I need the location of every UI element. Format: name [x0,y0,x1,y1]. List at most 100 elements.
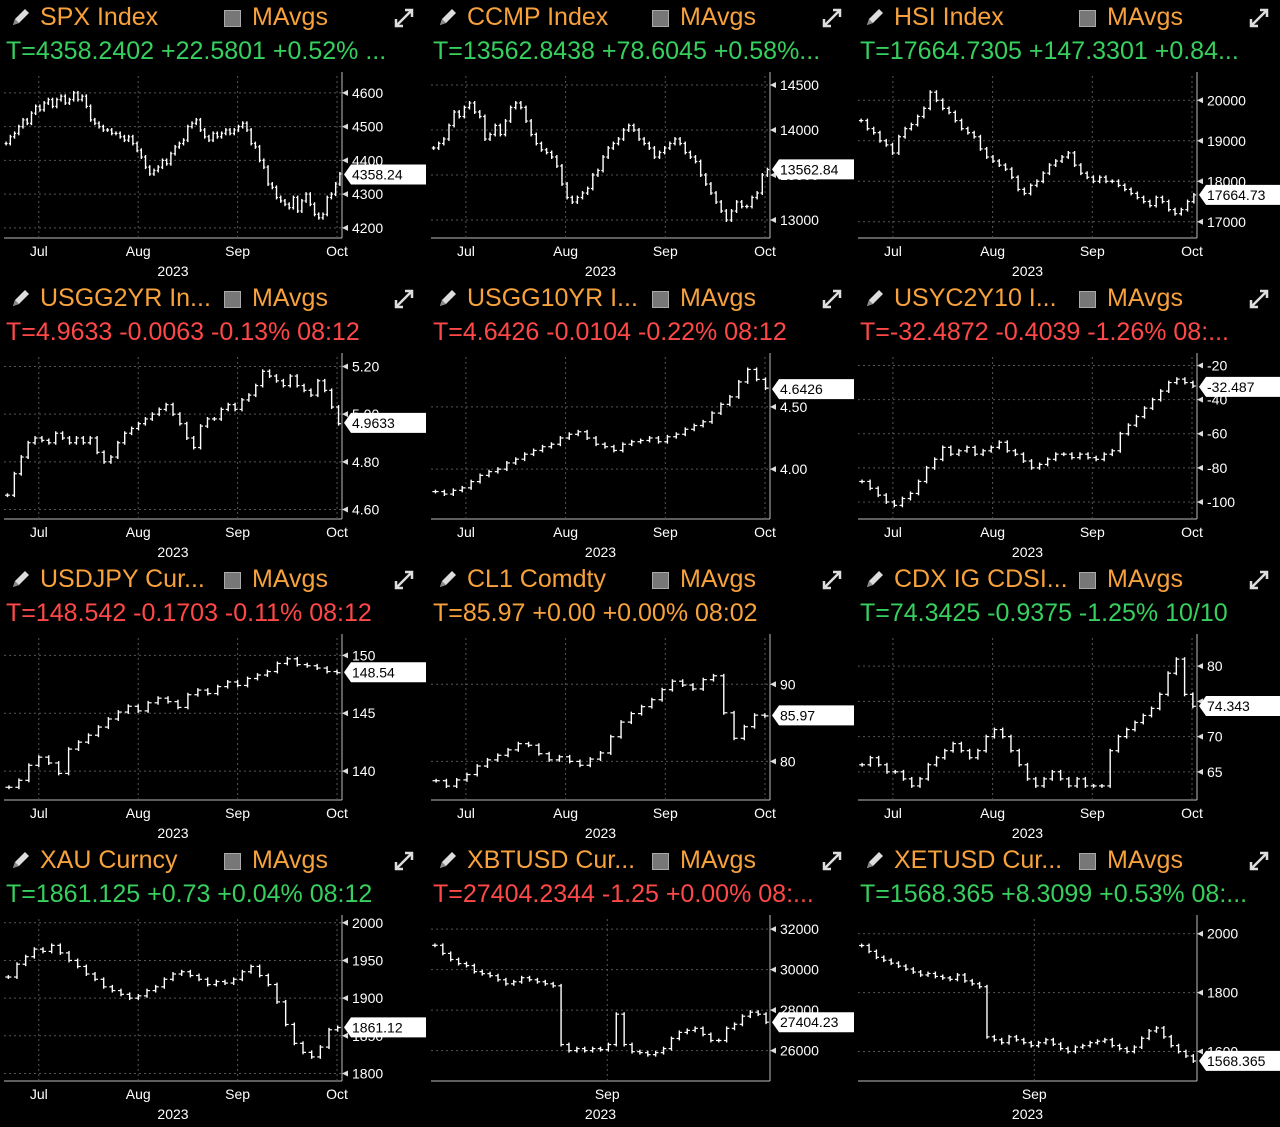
chart-panel[interactable]: XBTUSD Cur... MAvgs T=27404.2344 -1.25 +0.… [427,843,854,1123]
expand-icon[interactable] [392,849,416,873]
price-chart[interactable]: 4600 4500 4400 4300 4200 Jul Aug Sep Oct 2023 4358… [0,66,426,280]
expand-icon[interactable] [1247,287,1271,311]
pencil-icon[interactable] [864,568,886,590]
mavgs-checkbox[interactable] [224,572,241,589]
expand-icon[interactable] [820,6,844,30]
y-tick-mark [1197,464,1203,471]
price-series [859,377,1196,508]
mavgs-label[interactable]: MAvgs [252,284,328,312]
mavgs-label[interactable]: MAvgs [680,284,756,312]
security-title[interactable]: USYC2Y10 I... [894,284,1057,312]
chart-panel[interactable]: XETUSD Cur... MAvgs T=1568.365 +8.3099 +0.… [854,843,1280,1123]
chart-panel[interactable]: XAU Curncy MAvgs T=1861.125 +0.73 +0.04% 0… [0,843,426,1123]
expand-icon[interactable] [820,849,844,873]
expand-icon[interactable] [1247,6,1271,30]
mavgs-checkbox[interactable] [1079,572,1096,589]
pencil-icon[interactable] [10,568,32,590]
price-chart[interactable]: 200018001600Sep20231568.365 [854,909,1280,1123]
mavgs-checkbox[interactable] [224,10,241,27]
x-tick-label: Oct [754,524,776,540]
mavgs-checkbox[interactable] [1079,10,1096,27]
security-title[interactable]: CCMP Index [467,3,609,31]
y-tick-label: 145 [352,705,376,721]
chart-panel[interactable]: CCMP Index MAvgs T=13562.8438 +78.6045 +0.… [427,0,854,280]
price-chart[interactable]: 150 145 140 Jul Aug Sep Oct 2023 148.54 [0,628,426,842]
security-title[interactable]: SPX Index [40,3,159,31]
security-title[interactable]: HSI Index [894,3,1004,31]
security-title[interactable]: CDX IG CDSI... [894,565,1068,593]
pencil-icon[interactable] [864,849,886,871]
price-chart[interactable]: 80757065JulAugSepOct202374.343 [854,628,1280,842]
mavgs-label[interactable]: MAvgs [252,3,328,31]
pencil-icon[interactable] [437,849,459,871]
mavgs-checkbox[interactable] [652,291,669,308]
security-title[interactable]: CL1 Comdty [467,565,606,593]
mavgs-label[interactable]: MAvgs [252,565,328,593]
y-tick-label: 4300 [352,186,383,202]
y-tick-mark [770,758,776,765]
security-title[interactable]: XETUSD Cur... [894,846,1063,874]
security-title[interactable]: USGG2YR In... [40,284,211,312]
price-series [431,101,770,222]
chart-panel[interactable]: USGG2YR In... MAvgs T=4.9633 -0.0063 -0.13… [0,281,426,561]
pencil-icon[interactable] [437,287,459,309]
mavgs-label[interactable]: MAvgs [680,565,756,593]
chart-panel[interactable]: CDX IG CDSI... MAvgs T=74.3425 -0.9375 -1.… [854,562,1280,842]
mavgs-label[interactable]: MAvgs [680,846,756,874]
pencil-icon[interactable] [437,6,459,28]
expand-icon[interactable] [820,568,844,592]
mavgs-label[interactable]: MAvgs [1107,284,1183,312]
price-chart[interactable]: 90 80 Jul Aug Sep Oct 2023 85.97 [427,628,854,842]
mavgs-label[interactable]: MAvgs [252,846,328,874]
mavgs-checkbox[interactable] [652,10,669,27]
mavgs-checkbox[interactable] [652,572,669,589]
expand-icon[interactable] [392,6,416,30]
mavgs-checkbox[interactable] [224,291,241,308]
mavgs-checkbox[interactable] [1079,291,1096,308]
security-title[interactable]: USDJPY Cur... [40,565,205,593]
price-chart[interactable]: 4.50 4.00 Jul Aug Sep Oct 2023 4.6426 [427,347,854,561]
y-tick-label: 4500 [352,119,383,135]
chart-panel[interactable]: CL1 Comdty MAvgs T=85.97 +0.00 +0.00% 08:0… [427,562,854,842]
expand-icon[interactable] [820,287,844,311]
price-chart[interactable]: 14500140001350013000JulAugSepOct20231356… [427,66,854,280]
y-tick-mark [1197,663,1203,670]
chart-panel[interactable]: USYC2Y10 I... MAvgs T=-32.4872 -0.4039 -1.… [854,281,1280,561]
expand-icon[interactable] [392,568,416,592]
mavgs-checkbox[interactable] [652,853,669,870]
x-tick-label: Sep [653,805,678,821]
chart-panel[interactable]: USDJPY Cur... MAvgs T=148.542 -0.1703 -0.1… [0,562,426,842]
pencil-icon[interactable] [864,6,886,28]
price-chart[interactable]: 20001950190018501800JulAugSepOct20231861… [0,909,426,1123]
expand-icon[interactable] [1247,568,1271,592]
security-title[interactable]: USGG10YR I... [467,284,638,312]
chart-panel[interactable]: USGG10YR I... MAvgs T=4.6426 -0.0104 -0.22… [427,281,854,561]
pencil-icon[interactable] [10,287,32,309]
security-title[interactable]: XAU Curncy [40,846,178,874]
x-tick-label: Oct [326,243,348,259]
mavgs-label[interactable]: MAvgs [680,3,756,31]
expand-icon[interactable] [1247,849,1271,873]
x-tick-label: Sep [653,243,678,259]
pencil-icon[interactable] [437,568,459,590]
pencil-icon[interactable] [10,849,32,871]
pencil-icon[interactable] [10,6,32,28]
chart-panel[interactable]: SPX Index MAvgs T=4358.2402 +22.5801 +0.52… [0,0,426,280]
mavgs-label[interactable]: MAvgs [1107,846,1183,874]
y-tick-mark [770,403,776,410]
mavgs-checkbox[interactable] [1079,853,1096,870]
security-title[interactable]: XBTUSD Cur... [467,846,636,874]
y-tick-label: -60 [1207,426,1227,442]
x-tick-label: Oct [754,243,776,259]
mavgs-label[interactable]: MAvgs [1107,565,1183,593]
mavgs-checkbox[interactable] [224,853,241,870]
pencil-icon[interactable] [864,287,886,309]
expand-icon[interactable] [392,287,416,311]
mavgs-label[interactable]: MAvgs [1107,3,1183,31]
last-price-value: 4.9633 [352,415,395,431]
chart-panel[interactable]: HSI Index MAvgs T=17664.7305 +147.3301 +0.… [854,0,1280,280]
